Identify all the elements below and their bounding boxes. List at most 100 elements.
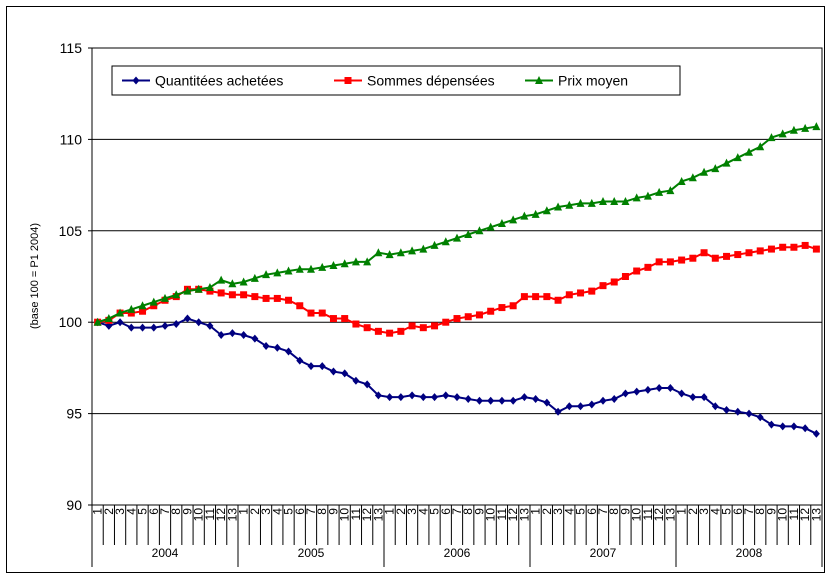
marker <box>509 302 517 310</box>
x-tick-label: 7 <box>304 508 318 515</box>
marker <box>138 301 147 310</box>
x-tick-label: 5 <box>574 508 588 515</box>
marker <box>318 262 327 271</box>
marker <box>205 282 214 291</box>
x-tick-label: 8 <box>315 508 329 515</box>
marker <box>374 248 383 257</box>
x-tick-label: 3 <box>113 508 127 515</box>
marker <box>139 307 147 315</box>
marker <box>790 422 798 431</box>
marker <box>453 233 461 242</box>
marker <box>217 330 225 339</box>
marker <box>239 277 248 286</box>
marker <box>240 291 248 299</box>
marker <box>789 125 798 134</box>
marker <box>678 256 686 264</box>
marker <box>700 167 709 176</box>
marker <box>116 318 124 327</box>
marker <box>251 293 259 301</box>
x-tick-label: 4 <box>270 508 284 515</box>
marker <box>565 402 573 411</box>
x-tick-label: 6 <box>147 508 161 515</box>
x-tick-label: 3 <box>551 508 565 515</box>
marker <box>722 158 731 167</box>
group-label: 2006 <box>444 546 471 560</box>
x-tick-label: 3 <box>259 508 273 515</box>
x-tick-label: 6 <box>439 508 453 515</box>
marker <box>621 197 630 206</box>
x-tick-label: 2 <box>540 508 554 515</box>
marker <box>509 215 518 224</box>
marker <box>745 249 753 257</box>
x-tick-label: 3 <box>405 508 419 515</box>
marker <box>127 323 135 332</box>
marker <box>767 420 775 429</box>
marker <box>329 315 337 323</box>
marker <box>228 329 236 338</box>
marker <box>779 422 787 431</box>
marker <box>273 343 281 352</box>
x-tick-label: 7 <box>596 508 610 515</box>
marker <box>386 393 394 402</box>
marker <box>756 413 764 422</box>
marker <box>554 407 562 416</box>
marker <box>408 322 416 330</box>
x-tick-label: 2 <box>248 508 262 515</box>
x-tick-label: 6 <box>293 508 307 515</box>
marker <box>352 376 360 385</box>
marker <box>621 389 629 398</box>
x-tick-label: 7 <box>450 508 464 515</box>
marker <box>139 323 147 332</box>
x-tick-label: 10 <box>192 508 206 522</box>
x-tick-label: 1 <box>383 508 397 515</box>
marker <box>587 198 596 207</box>
x-tick-label: 13 <box>225 508 239 522</box>
marker <box>240 330 248 339</box>
x-tick-label: 3 <box>697 508 711 515</box>
marker <box>344 77 352 84</box>
marker <box>711 164 720 173</box>
marker <box>610 197 619 206</box>
marker <box>756 247 764 255</box>
marker <box>172 320 180 329</box>
x-tick-label: 4 <box>124 508 138 515</box>
y-tick-label: 95 <box>66 406 82 422</box>
marker <box>104 314 113 323</box>
x-tick-label: 1 <box>529 508 543 515</box>
marker <box>520 293 528 301</box>
marker <box>801 123 810 132</box>
marker <box>565 200 574 209</box>
marker <box>453 315 461 323</box>
x-tick-label: 11 <box>641 508 655 521</box>
marker <box>498 396 506 405</box>
marker <box>296 302 304 310</box>
marker <box>195 318 203 327</box>
marker <box>329 367 337 376</box>
marker <box>341 315 349 323</box>
marker <box>217 289 225 297</box>
marker <box>161 293 169 302</box>
marker <box>677 176 686 185</box>
y-tick-label: 90 <box>66 497 82 513</box>
marker <box>194 284 203 293</box>
marker <box>689 393 697 402</box>
marker <box>329 261 338 270</box>
marker <box>116 308 125 317</box>
marker <box>464 394 472 403</box>
marker <box>487 396 495 405</box>
legend-label: Prix moyen <box>558 73 628 89</box>
marker <box>711 402 719 411</box>
marker <box>655 187 664 196</box>
x-tick-label: 11 <box>349 508 363 521</box>
x-tick-label: 13 <box>371 508 385 522</box>
marker <box>363 324 371 332</box>
marker <box>689 254 697 262</box>
marker <box>206 287 214 295</box>
marker <box>812 429 820 438</box>
marker <box>554 296 562 304</box>
marker <box>801 424 809 433</box>
legend-label: Quantitées achetées <box>155 73 283 89</box>
x-tick-label: 1 <box>91 508 105 515</box>
marker <box>397 393 405 402</box>
x-tick-label: 2 <box>686 508 700 515</box>
